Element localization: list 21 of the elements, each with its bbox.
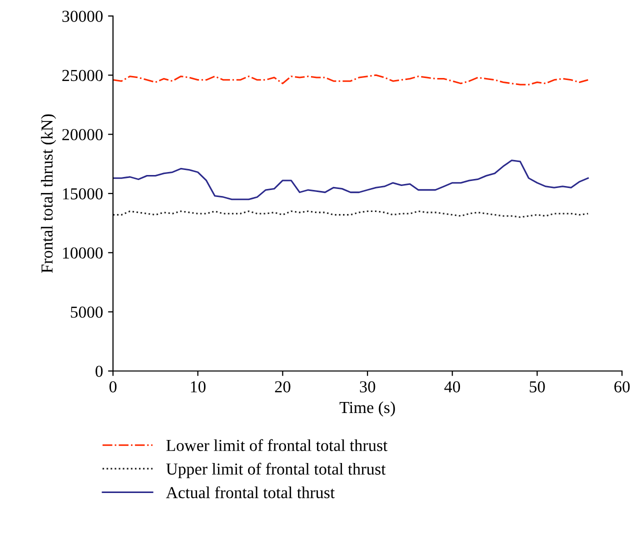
y-tick-label: 10000: [63, 247, 103, 259]
x-tick-label: 30: [360, 381, 376, 392]
y-tick-label: 0: [96, 366, 103, 377]
x-tick-label: 50: [530, 381, 545, 392]
x-tick-label: 0: [109, 381, 117, 392]
y-tick-label: 20000: [62, 129, 103, 140]
line-series: [113, 160, 589, 200]
y-axis-title: Frontal total thrust (kN): [40, 114, 56, 273]
y-tick-label: 15000: [63, 188, 103, 200]
y-tick-label: 5000: [70, 306, 103, 318]
x-tick-label: 60: [614, 381, 630, 392]
legend-label: Lower limit of frontal total thrust: [166, 439, 388, 452]
legend-label: Upper limit of frontal total thrust: [166, 462, 386, 478]
x-axis-title: Time (s): [340, 401, 395, 417]
line-series: [113, 74, 589, 86]
x-tick-label: 10: [190, 381, 206, 392]
y-tick-label: 25000: [62, 70, 103, 82]
y-tick-label: 30000: [62, 10, 103, 22]
x-tick-label: 20: [275, 381, 290, 392]
x-tick-label: 40: [444, 381, 460, 392]
legend-label: Actual frontal total thrust: [166, 486, 335, 498]
